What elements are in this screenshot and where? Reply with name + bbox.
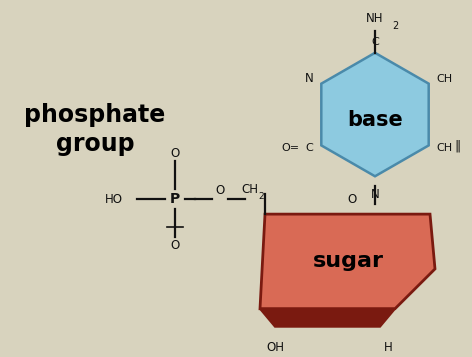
Text: OH: OH xyxy=(266,341,284,354)
Text: O: O xyxy=(170,147,180,160)
Polygon shape xyxy=(321,53,429,176)
Text: P: P xyxy=(170,192,180,206)
Text: 2: 2 xyxy=(392,21,398,31)
Text: 2: 2 xyxy=(258,192,264,201)
Text: CH: CH xyxy=(241,183,258,196)
Text: N: N xyxy=(304,72,313,85)
Text: HO: HO xyxy=(105,193,123,206)
Text: ‖: ‖ xyxy=(455,140,461,153)
Text: base: base xyxy=(347,110,403,130)
Text: O=: O= xyxy=(281,144,299,154)
Polygon shape xyxy=(260,309,395,327)
Text: N: N xyxy=(371,188,379,201)
Polygon shape xyxy=(260,214,435,309)
Text: CH: CH xyxy=(437,74,453,84)
Text: phosphate
group: phosphate group xyxy=(25,102,166,156)
Text: O: O xyxy=(170,238,180,251)
Text: CH: CH xyxy=(437,144,453,154)
Text: C: C xyxy=(371,37,379,47)
Text: C: C xyxy=(305,144,313,154)
Text: O: O xyxy=(215,184,225,197)
Text: H: H xyxy=(384,341,392,354)
Text: NH: NH xyxy=(366,12,384,25)
Text: sugar: sugar xyxy=(312,251,383,271)
Text: O: O xyxy=(347,193,357,206)
